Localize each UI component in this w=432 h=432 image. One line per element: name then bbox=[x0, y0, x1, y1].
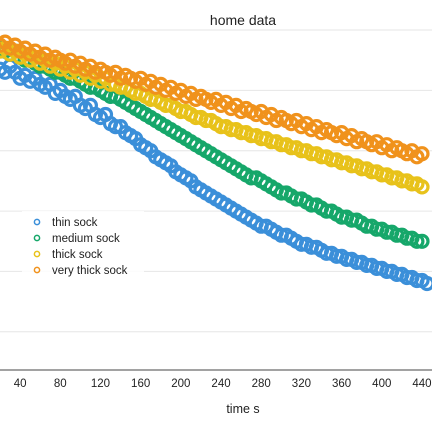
x-tick-label: 360 bbox=[332, 378, 351, 390]
legend-marker bbox=[33, 250, 41, 258]
x-tick-labels: 40 80 120 160 200 240 280 320 360 400 440 bbox=[14, 378, 432, 390]
legend-marker bbox=[33, 266, 41, 274]
data-point bbox=[414, 233, 430, 249]
legend-label: thin sock bbox=[52, 217, 98, 229]
x-tick-label: 440 bbox=[412, 378, 431, 390]
x-tick-label: 160 bbox=[131, 378, 150, 390]
chart-title: home data bbox=[210, 12, 276, 28]
x-tick-label: 200 bbox=[171, 378, 190, 390]
legend: thin sock medium sock thick sock very thick… bbox=[22, 211, 144, 279]
x-tick-label: 280 bbox=[252, 378, 271, 390]
legend-marker bbox=[33, 218, 41, 226]
data-point bbox=[409, 233, 425, 249]
legend-label: thick sock bbox=[52, 249, 103, 261]
x-axis-label: time s bbox=[226, 402, 259, 416]
legend-label: very thick sock bbox=[52, 265, 128, 277]
data-point bbox=[414, 146, 430, 162]
x-tick-label: 320 bbox=[292, 378, 311, 390]
legend-box bbox=[22, 211, 144, 279]
series-thin-sock bbox=[0, 58, 432, 292]
data-point bbox=[414, 179, 430, 195]
x-tick-label: 120 bbox=[91, 378, 110, 390]
series-very-thick-sock bbox=[0, 34, 430, 165]
legend-marker bbox=[33, 234, 41, 242]
data-point bbox=[419, 275, 432, 292]
legend-label: medium sock bbox=[52, 233, 120, 245]
x-tick-label: 40 bbox=[14, 378, 27, 390]
x-tick-label: 240 bbox=[211, 378, 230, 390]
x-tick-label: 400 bbox=[372, 378, 391, 390]
x-tick-label: 80 bbox=[54, 378, 67, 390]
plot-area bbox=[0, 34, 432, 292]
